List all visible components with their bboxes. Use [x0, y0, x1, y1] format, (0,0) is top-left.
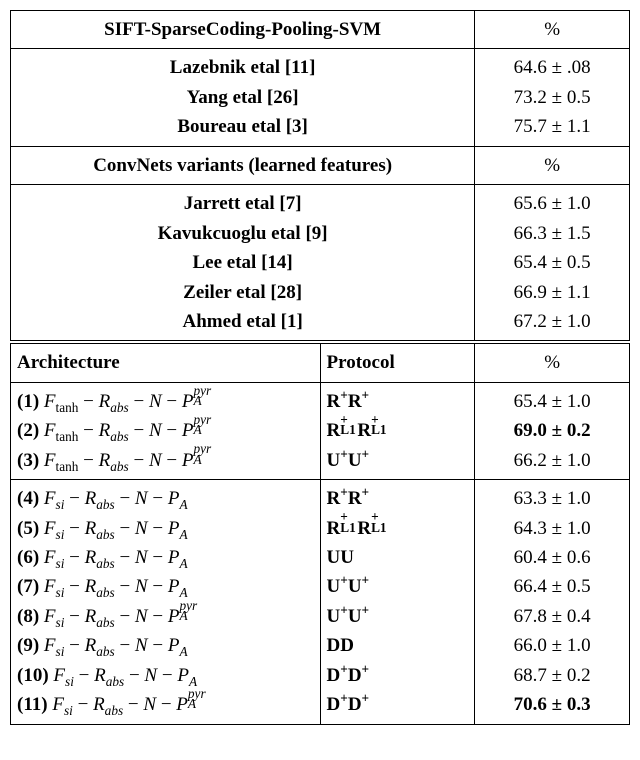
s1-pct-3: 75.7 ± 1.1	[514, 116, 591, 137]
section1-methods: Lazebnik etal [11] Yang etal [26] Bourea…	[11, 49, 475, 146]
section1-pcts: 64.6 ± .08 73.2 ± 0.5 75.7 ± 1.1	[475, 49, 630, 146]
s2-row-4: Zeiler etal [28]	[183, 282, 302, 303]
section2-header-left: ConvNets variants (learned features)	[11, 146, 475, 184]
s3b-prot: R+R+R+L1R+L1UUU+U+U+U+DDD+D+D+D+	[320, 480, 475, 725]
s3b-arch: (4) Fsi − Rabs − N − PA(5) Fsi − Rabs − …	[11, 480, 321, 725]
s1-pct-2: 73.2 ± 0.5	[514, 87, 591, 108]
section3-header: Architecture Protocol %	[11, 342, 630, 382]
s2-pct-4: 66.9 ± 1.1	[514, 282, 591, 303]
s3b-pct: 63.3 ± 1.064.3 ± 1.060.4 ± 0.666.4 ± 0.5…	[475, 480, 630, 725]
section1-header: SIFT-SparseCoding-Pooling-SVM %	[11, 11, 630, 49]
section3-header-pct: %	[475, 342, 630, 382]
s1-row-1: Lazebnik etal [11]	[170, 57, 316, 78]
s3a-arch: (1) Ftanh − Rabs − N − PpyrA(2) Ftanh − …	[11, 382, 321, 479]
s2-pct-5: 67.2 ± 1.0	[514, 311, 591, 332]
section2-header-right: %	[475, 146, 630, 184]
section1-body: Lazebnik etal [11] Yang etal [26] Bourea…	[11, 49, 630, 146]
section1-header-left: SIFT-SparseCoding-Pooling-SVM	[11, 11, 475, 49]
s2-row-5: Ahmed etal [1]	[182, 311, 302, 332]
s2-row-2: Kavukcuoglu etal [9]	[158, 223, 328, 244]
section3-groupB: (4) Fsi − Rabs − N − PA(5) Fsi − Rabs − …	[11, 480, 630, 725]
section2-body: Jarrett etal [7] Kavukcuoglu etal [9] Le…	[11, 185, 630, 343]
s2-pct-3: 65.4 ± 0.5	[514, 252, 591, 273]
results-table: SIFT-SparseCoding-Pooling-SVM % Lazebnik…	[10, 10, 630, 725]
s3a-prot: R+R+R+L1R+L1U+U+	[320, 382, 475, 479]
section2-methods: Jarrett etal [7] Kavukcuoglu etal [9] Le…	[11, 185, 475, 343]
section2-header: ConvNets variants (learned features) %	[11, 146, 630, 184]
section1-header-right: %	[475, 11, 630, 49]
s1-pct-1: 64.6 ± .08	[514, 57, 591, 78]
s1-row-2: Yang etal [26]	[187, 87, 299, 108]
section3-header-arch: Architecture	[11, 342, 321, 382]
s1-row-3: Boureau etal [3]	[177, 116, 308, 137]
s2-row-1: Jarrett etal [7]	[184, 193, 302, 214]
s2-pct-1: 65.6 ± 1.0	[514, 193, 591, 214]
s3a-pct: 65.4 ± 1.069.0 ± 0.266.2 ± 1.0	[475, 382, 630, 479]
section2-pcts: 65.6 ± 1.0 66.3 ± 1.5 65.4 ± 0.5 66.9 ± …	[475, 185, 630, 343]
s2-row-3: Lee etal [14]	[193, 252, 293, 273]
section3-header-prot: Protocol	[320, 342, 475, 382]
s2-pct-2: 66.3 ± 1.5	[514, 223, 591, 244]
section3-groupA: (1) Ftanh − Rabs − N − PpyrA(2) Ftanh − …	[11, 382, 630, 479]
